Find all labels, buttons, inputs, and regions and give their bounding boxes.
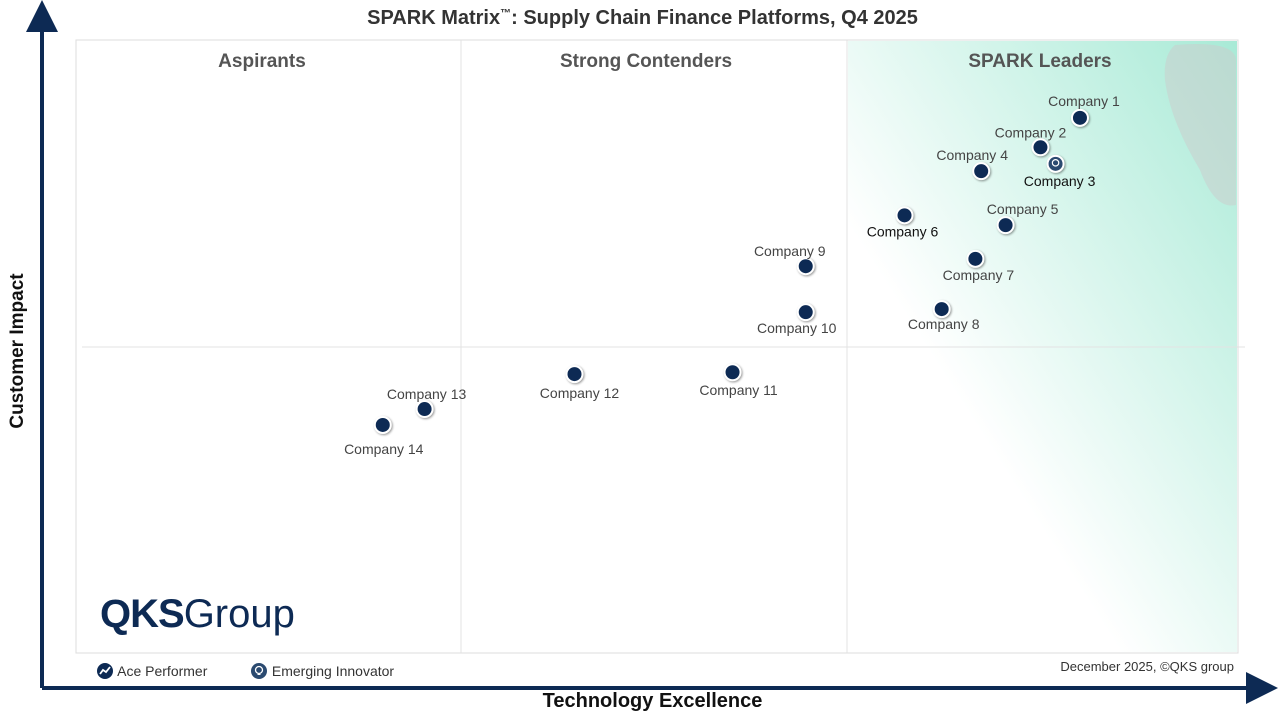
ace-performer-icon (97, 663, 113, 679)
quadrant-spark-leaders: SPARK Leaders (968, 51, 1112, 72)
data-label: Company 10 (757, 320, 837, 336)
data-label: Company 6 (867, 223, 939, 239)
data-point (723, 363, 742, 382)
data-point (1031, 138, 1050, 157)
data-point (1046, 154, 1065, 173)
data-label: Company 8 (908, 316, 980, 332)
data-point (796, 257, 815, 276)
data-point (932, 300, 951, 319)
data-label: Company 1 (1048, 93, 1120, 109)
data-point (972, 162, 991, 181)
quadrant-aspirants: Aspirants (218, 51, 306, 72)
lightbulb-icon (1051, 159, 1060, 167)
lightbulb-icon (251, 663, 267, 679)
quadrant-strong-contenders: Strong Contenders (559, 51, 733, 72)
data-label: Company 2 (995, 124, 1067, 140)
data-label: Company 13 (387, 386, 467, 402)
data-label: Company 7 (943, 267, 1015, 283)
date-copyright: December 2025, ©QKS group (1060, 659, 1234, 674)
data-label: Company 14 (344, 441, 424, 457)
data-point (895, 206, 914, 225)
data-point (415, 400, 434, 419)
y-axis-label: Customer Impact (7, 273, 28, 429)
data-point (565, 365, 584, 384)
legend-ace-performer: Ace Performer (96, 662, 207, 680)
data-point (996, 216, 1015, 235)
x-axis-label: Technology Excellence (542, 690, 763, 712)
qks-logo: QKSGroup (100, 592, 295, 636)
chart-title: SPARK Matrix™: Supply Chain Finance Plat… (367, 7, 918, 29)
legend-emerging-innovator: Emerging Innovator (250, 662, 394, 680)
data-point (373, 415, 392, 434)
data-label: Company 5 (987, 201, 1059, 217)
data-point (966, 249, 985, 268)
data-label: Company 3 (1024, 173, 1096, 189)
data-point (796, 303, 815, 322)
data-label: Company 12 (540, 385, 620, 401)
dotted-decoration (1164, 44, 1236, 206)
data-label: Company 4 (936, 147, 1008, 163)
data-label: Company 9 (754, 243, 826, 259)
data-label: Company 11 (699, 382, 778, 398)
data-point (1070, 108, 1089, 127)
